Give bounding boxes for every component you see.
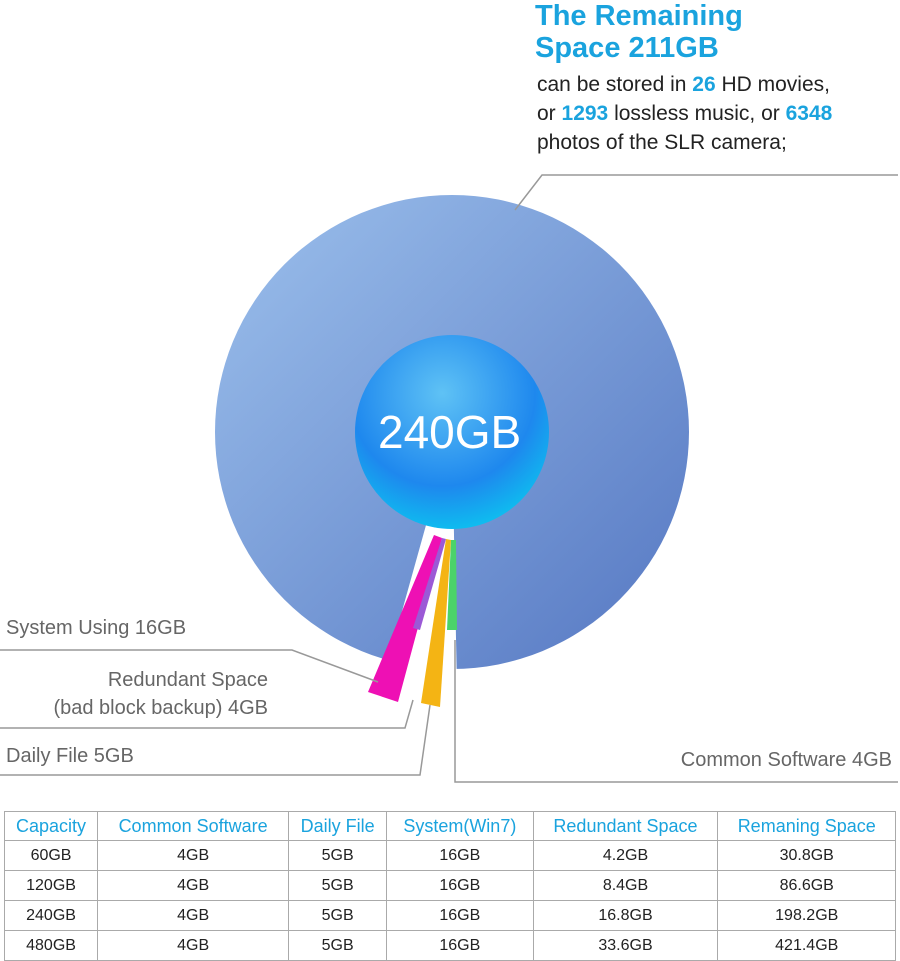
table-cell: 5GB	[288, 840, 388, 871]
label-line: Redundant Space	[107, 669, 268, 691]
slice-label: Redundant Space (bad block backup) 4GB	[53, 666, 268, 722]
redundant-slice	[413, 538, 446, 630]
table-cell: 4GB	[97, 840, 290, 871]
label-line: Common Software 4GB	[680, 749, 892, 771]
table-cell: 5GB	[288, 930, 388, 961]
label-line: System Using 16GB	[6, 617, 187, 639]
callout-line: can be stored in 26 HD movies,	[537, 70, 832, 99]
column-header: Common Software	[97, 811, 290, 841]
column-header: Daily File	[288, 811, 388, 841]
software-slice	[447, 540, 457, 630]
capacity-diagram	[0, 174, 898, 783]
table-cell: 16GB	[386, 840, 534, 871]
highlight-number: 6348	[785, 102, 833, 125]
table-cell: 4GB	[97, 930, 290, 961]
table-row: 480GB 4GB 5GB 16GB 33.6GB 421.4GB	[3, 930, 896, 961]
callout-body: can be stored in 26 HD movies, or 1293 lo…	[537, 70, 832, 157]
table-cell: 16GB	[386, 930, 534, 961]
highlight-number: 26	[692, 73, 716, 96]
slice-label: System Using 16GB	[6, 614, 186, 642]
table-cell: 16GB	[386, 870, 534, 901]
center-label: 240GB	[378, 406, 522, 458]
core	[355, 335, 549, 529]
callout-title: The Remaining	[535, 0, 743, 32]
label-line: Daily File 5GB	[6, 745, 134, 767]
table-cell: 421.4GB	[717, 930, 896, 961]
table-row: 60GB 4GB 5GB 16GB 4.2GB 30.8GB	[3, 840, 896, 871]
callout-text: photos of the SLR camera;	[537, 131, 787, 154]
table-cell: 60GB	[3, 840, 99, 871]
table-cell: 8.4GB	[532, 870, 719, 901]
column-header: System(Win7)	[386, 811, 534, 841]
table-cell: 240GB	[3, 900, 99, 931]
table-cell: 33.6GB	[532, 930, 719, 961]
callout-title: Space 211GB	[535, 32, 719, 64]
table-cell: 30.8GB	[717, 840, 896, 871]
table-cell: 4GB	[97, 870, 290, 901]
callout-text: lossless music, or	[608, 102, 786, 125]
table-cell: 120GB	[3, 870, 99, 901]
callout-text: HD movies,	[715, 73, 830, 96]
table-cell: 4GB	[97, 900, 290, 931]
table-cell: 16.8GB	[532, 900, 719, 931]
table-cell: 480GB	[3, 930, 99, 961]
system-slice	[368, 535, 442, 702]
capacity-table: Capacity Common Software Daily File System(…	[3, 811, 896, 961]
leader-lines	[0, 174, 898, 783]
slice-label: Common Software 4GB	[681, 746, 892, 774]
column-header: Capacity	[3, 811, 99, 841]
daily-slice	[421, 539, 451, 707]
callout-line: photos of the SLR camera;	[537, 128, 832, 157]
table-cell: 5GB	[288, 900, 388, 931]
column-header: Remaning Space	[717, 811, 896, 841]
table-cell: 86.6GB	[717, 870, 896, 901]
column-header: Redundant Space	[532, 811, 719, 841]
table-cell: 198.2GB	[717, 900, 896, 931]
label-line: (bad block backup) 4GB	[53, 697, 268, 719]
callout-line: or 1293 lossless music, or 6348	[537, 99, 832, 128]
table-row: 240GB 4GB 5GB 16GB 16.8GB 198.2GB	[3, 900, 896, 931]
callout-text: can be stored in	[537, 73, 693, 96]
table-row: 120GB 4GB 5GB 16GB 8.4GB 86.6GB	[3, 870, 896, 901]
table-cell: 16GB	[386, 900, 534, 931]
slice-label: Daily File 5GB	[6, 742, 134, 770]
callout: The Remaining Space 211GB can be stored in…	[535, 0, 832, 157]
callout-text: or	[537, 102, 562, 125]
table-cell: 4.2GB	[532, 840, 719, 871]
highlight-number: 1293	[561, 102, 609, 125]
table-cell: 5GB	[288, 870, 388, 901]
